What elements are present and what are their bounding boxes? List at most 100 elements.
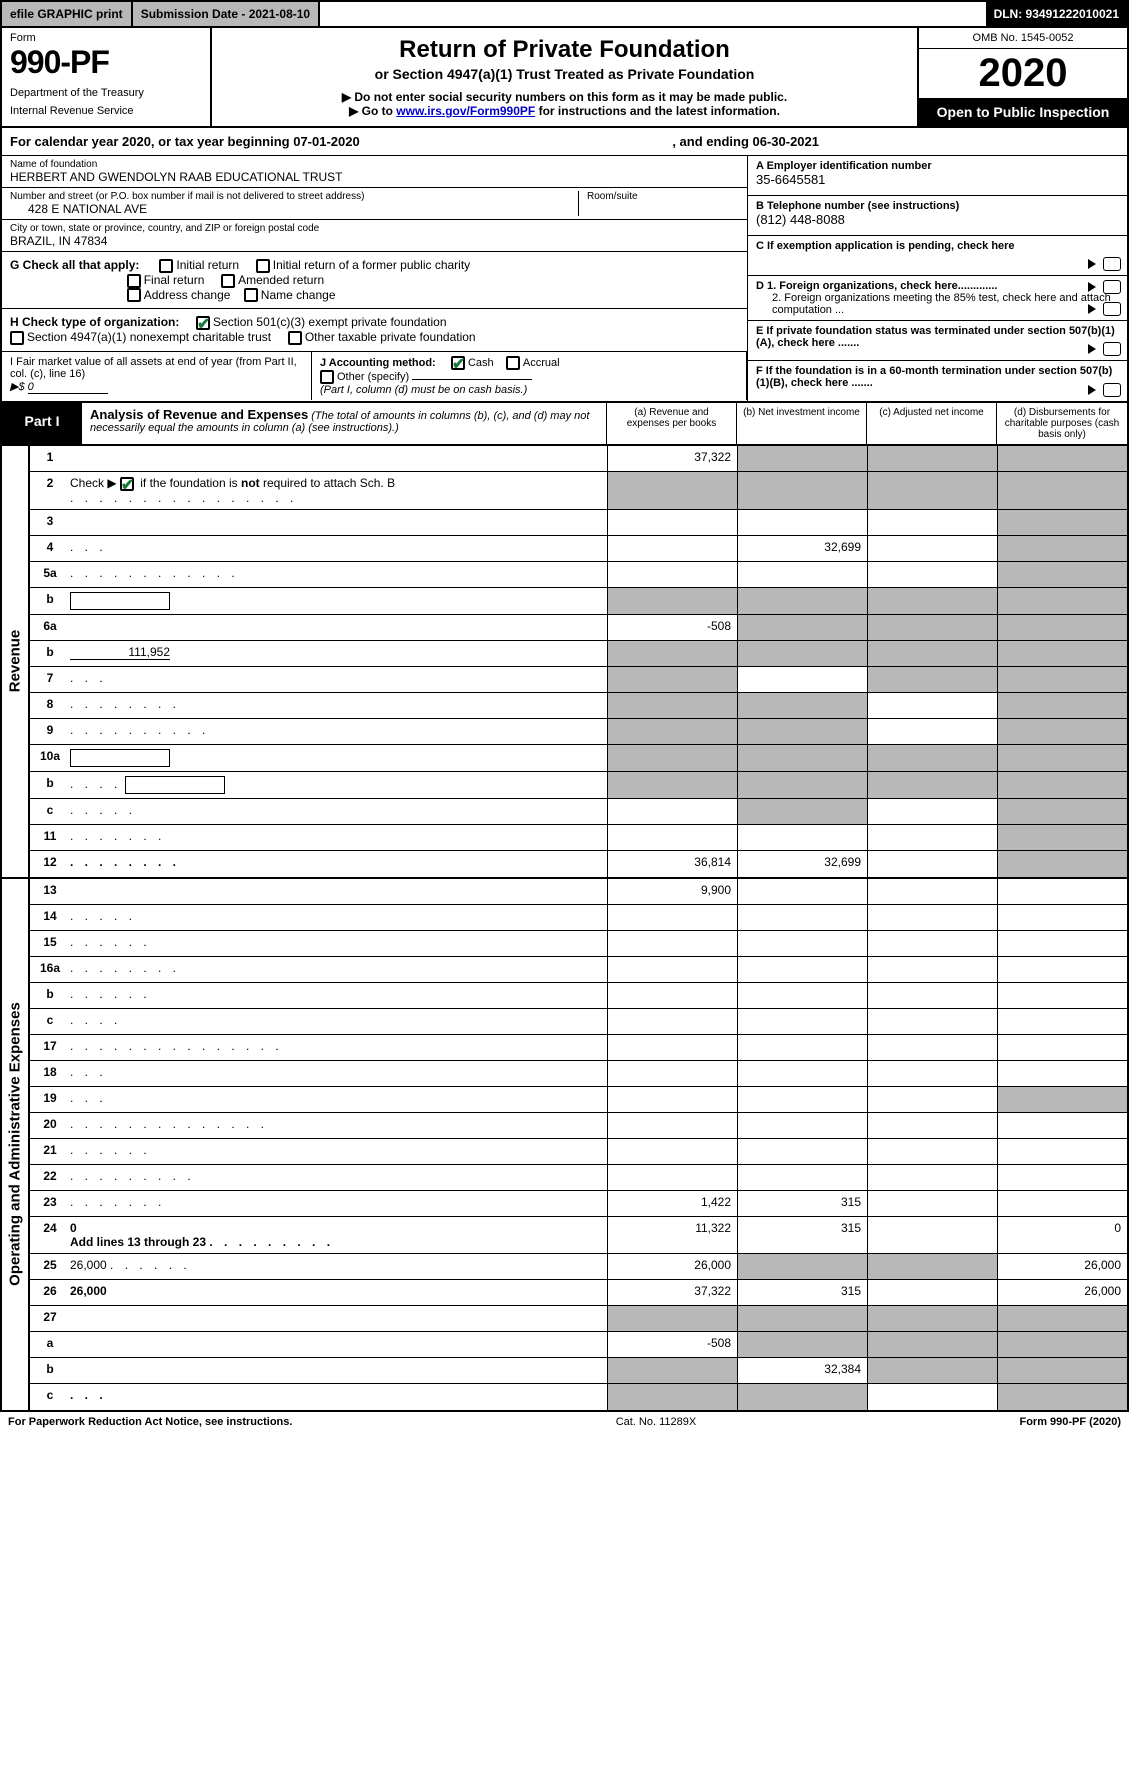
cell-d (997, 745, 1127, 771)
cell-b (737, 588, 867, 614)
cell-c (867, 1254, 997, 1279)
row-r4: 4 . . .32,699 (30, 536, 1127, 562)
revenue-side-label: Revenue (2, 446, 30, 877)
cell-c (867, 641, 997, 666)
cell-b (737, 510, 867, 535)
cell-c (867, 472, 997, 509)
cal-year-end: , and ending 06-30-2021 (672, 134, 819, 149)
chk-amended-return[interactable] (221, 274, 235, 288)
cell-c (867, 931, 997, 956)
row-num: b (30, 641, 70, 666)
chk-e[interactable] (1103, 342, 1121, 356)
row-num: c (30, 799, 70, 824)
chk-initial-return[interactable] (159, 259, 173, 273)
row-r8: 8 . . . . . . . . (30, 693, 1127, 719)
row-num: b (30, 1358, 70, 1383)
telephone-box: B Telephone number (see instructions) (8… (748, 196, 1127, 236)
chk-sch-b[interactable] (120, 477, 134, 491)
row-desc: . . . . . . . . (70, 693, 607, 718)
cell-a (607, 472, 737, 509)
row-desc: . . . . (70, 1009, 607, 1034)
chk-d1[interactable] (1103, 280, 1121, 294)
cell-c (867, 957, 997, 982)
chk-f[interactable] (1103, 383, 1121, 397)
chk-other-taxable[interactable] (288, 331, 302, 345)
row-r5b: b (30, 588, 1127, 615)
submission-date: Submission Date - 2021-08-10 (133, 2, 320, 26)
row-r20: 20 . . . . . . . . . . . . . . (30, 1113, 1127, 1139)
chk-final-return[interactable] (127, 274, 141, 288)
instructions-link[interactable]: www.irs.gov/Form990PF (396, 104, 535, 118)
ein-box: A Employer identification number 35-6645… (748, 156, 1127, 196)
cat-no: Cat. No. 11289X (292, 1416, 1019, 1428)
cell-b (737, 472, 867, 509)
chk-initial-former[interactable] (256, 259, 270, 273)
row-num: c (30, 1009, 70, 1034)
ein-value: 35-6645581 (756, 172, 825, 187)
cell-d (997, 588, 1127, 614)
cell-d (997, 799, 1127, 824)
cell-b (737, 1113, 867, 1138)
cell-d (997, 693, 1127, 718)
cell-b (737, 641, 867, 666)
c-exemption-box: C If exemption application is pending, c… (748, 236, 1127, 276)
row-r16a: 16a . . . . . . . . (30, 957, 1127, 983)
cell-a (607, 905, 737, 930)
row-num: 23 (30, 1191, 70, 1216)
cell-d (997, 1087, 1127, 1112)
e-terminated-box: E If private foundation status was termi… (748, 321, 1127, 361)
cell-b (737, 693, 867, 718)
row-r27c: c . . . (30, 1384, 1127, 1410)
row-r18: 18 . . . (30, 1061, 1127, 1087)
cell-b (737, 772, 867, 798)
row-num: 4 (30, 536, 70, 561)
row-num: 6a (30, 615, 70, 640)
arrow-icon (1088, 385, 1096, 395)
cell-b (737, 1061, 867, 1086)
chk-other-method[interactable] (320, 370, 334, 384)
cell-a: -508 (607, 615, 737, 640)
row-num: 7 (30, 667, 70, 692)
fmv-value: 0 (28, 381, 108, 394)
chk-c[interactable] (1103, 257, 1121, 271)
row-num: b (30, 588, 70, 614)
i-j-row: I Fair market value of all assets at end… (2, 352, 747, 400)
row-desc: . . . . . . . . . . . . (70, 562, 607, 587)
cell-b (737, 1384, 867, 1410)
arrow-icon (1088, 282, 1096, 292)
col-d-head: (d) Disbursements for charitable purpose… (997, 403, 1127, 444)
cell-b (737, 983, 867, 1008)
row-desc: . . . (70, 1061, 607, 1086)
form-number: 990-PF (10, 44, 202, 81)
expenses-table: Operating and Administrative Expenses 13… (0, 879, 1129, 1412)
chk-d2[interactable] (1103, 302, 1121, 316)
chk-4947a1[interactable] (10, 331, 24, 345)
chk-address-change[interactable] (127, 288, 141, 302)
row-r5a: 5a . . . . . . . . . . . . (30, 562, 1127, 588)
cell-b (737, 1139, 867, 1164)
row-num: 12 (30, 851, 70, 877)
row-num: 26 (30, 1280, 70, 1305)
chk-cash[interactable] (451, 356, 465, 370)
chk-accrual[interactable] (506, 356, 520, 370)
cell-b (737, 562, 867, 587)
cell-c (867, 745, 997, 771)
row-desc (70, 510, 607, 535)
row-num: 3 (30, 510, 70, 535)
chk-501c3[interactable] (196, 316, 210, 330)
cell-d (997, 1061, 1127, 1086)
cell-d (997, 825, 1127, 850)
cell-c (867, 615, 997, 640)
row-num: 17 (30, 1035, 70, 1060)
cell-c (867, 1217, 997, 1253)
row-r24: 240Add lines 13 through 23 . . . . . . .… (30, 1217, 1127, 1254)
tax-year: 2020 (919, 49, 1127, 98)
identity-section: Name of foundation HERBERT AND GWENDOLYN… (0, 156, 1129, 403)
cell-d (997, 1191, 1127, 1216)
cell-b: 32,699 (737, 851, 867, 877)
chk-name-change[interactable] (244, 288, 258, 302)
cell-a (607, 1087, 737, 1112)
cell-a (607, 1139, 737, 1164)
cell-c (867, 1280, 997, 1305)
cal-year-begin: For calendar year 2020, or tax year begi… (10, 134, 360, 149)
